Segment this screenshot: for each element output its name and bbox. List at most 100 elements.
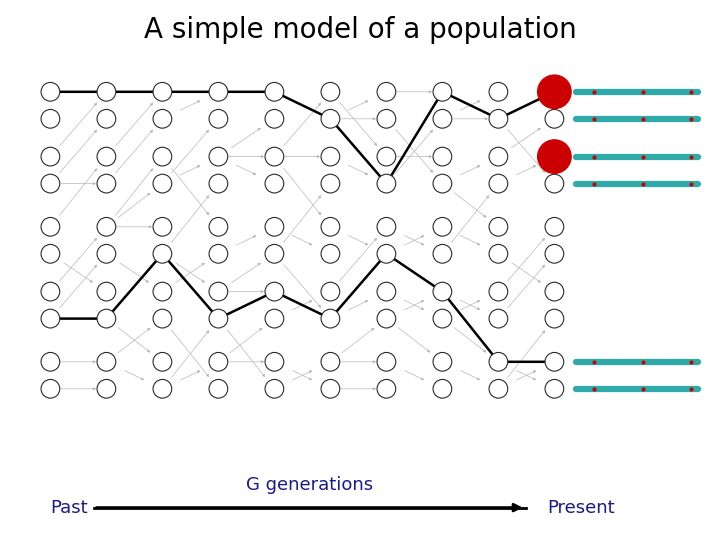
Ellipse shape — [377, 174, 396, 193]
Ellipse shape — [209, 110, 228, 128]
Ellipse shape — [489, 245, 508, 263]
Ellipse shape — [41, 380, 60, 398]
Ellipse shape — [265, 218, 284, 236]
Ellipse shape — [489, 218, 508, 236]
Ellipse shape — [41, 245, 60, 263]
Ellipse shape — [153, 309, 172, 328]
Ellipse shape — [433, 380, 451, 398]
Ellipse shape — [377, 218, 396, 236]
Ellipse shape — [97, 218, 116, 236]
Ellipse shape — [321, 83, 340, 101]
Ellipse shape — [265, 110, 284, 128]
Ellipse shape — [377, 245, 396, 263]
Ellipse shape — [97, 282, 116, 301]
Ellipse shape — [153, 83, 172, 101]
Ellipse shape — [538, 140, 571, 173]
Ellipse shape — [377, 110, 396, 128]
Ellipse shape — [209, 353, 228, 371]
Ellipse shape — [489, 83, 508, 101]
Ellipse shape — [377, 309, 396, 328]
Text: Past: Past — [50, 498, 88, 517]
Ellipse shape — [321, 218, 340, 236]
Ellipse shape — [265, 282, 284, 301]
Ellipse shape — [321, 380, 340, 398]
Ellipse shape — [265, 353, 284, 371]
Ellipse shape — [489, 147, 508, 166]
Ellipse shape — [545, 245, 564, 263]
Ellipse shape — [209, 309, 228, 328]
Ellipse shape — [265, 83, 284, 101]
Text: A simple model of a population: A simple model of a population — [143, 16, 577, 44]
Text: Present: Present — [547, 498, 615, 517]
Ellipse shape — [209, 147, 228, 166]
Ellipse shape — [489, 110, 508, 128]
Ellipse shape — [153, 174, 172, 193]
Ellipse shape — [265, 174, 284, 193]
Ellipse shape — [209, 218, 228, 236]
Ellipse shape — [545, 218, 564, 236]
Ellipse shape — [41, 218, 60, 236]
Ellipse shape — [153, 147, 172, 166]
Ellipse shape — [433, 174, 451, 193]
Ellipse shape — [545, 147, 564, 166]
Ellipse shape — [153, 282, 172, 301]
Ellipse shape — [41, 309, 60, 328]
Ellipse shape — [97, 380, 116, 398]
Ellipse shape — [153, 245, 172, 263]
Ellipse shape — [265, 309, 284, 328]
Ellipse shape — [321, 147, 340, 166]
Ellipse shape — [377, 353, 396, 371]
Ellipse shape — [265, 245, 284, 263]
Ellipse shape — [153, 110, 172, 128]
Ellipse shape — [41, 353, 60, 371]
Ellipse shape — [97, 110, 116, 128]
Ellipse shape — [153, 218, 172, 236]
Ellipse shape — [489, 174, 508, 193]
Ellipse shape — [545, 353, 564, 371]
Ellipse shape — [209, 174, 228, 193]
Ellipse shape — [433, 245, 451, 263]
Ellipse shape — [377, 282, 396, 301]
Ellipse shape — [153, 353, 172, 371]
Ellipse shape — [545, 282, 564, 301]
Ellipse shape — [97, 174, 116, 193]
Ellipse shape — [377, 380, 396, 398]
Ellipse shape — [97, 245, 116, 263]
Ellipse shape — [377, 83, 396, 101]
Ellipse shape — [489, 309, 508, 328]
Ellipse shape — [321, 174, 340, 193]
Ellipse shape — [538, 75, 571, 109]
Ellipse shape — [41, 147, 60, 166]
Ellipse shape — [209, 282, 228, 301]
Ellipse shape — [41, 282, 60, 301]
Ellipse shape — [321, 309, 340, 328]
Ellipse shape — [545, 83, 564, 101]
Ellipse shape — [433, 282, 451, 301]
Ellipse shape — [41, 83, 60, 101]
Ellipse shape — [97, 353, 116, 371]
Ellipse shape — [489, 282, 508, 301]
Ellipse shape — [97, 83, 116, 101]
Ellipse shape — [321, 353, 340, 371]
Ellipse shape — [321, 282, 340, 301]
Ellipse shape — [545, 380, 564, 398]
Ellipse shape — [433, 218, 451, 236]
Ellipse shape — [433, 83, 451, 101]
Ellipse shape — [489, 380, 508, 398]
Ellipse shape — [489, 353, 508, 371]
Ellipse shape — [97, 309, 116, 328]
Text: G generations: G generations — [246, 476, 373, 494]
Ellipse shape — [97, 147, 116, 166]
Ellipse shape — [545, 110, 564, 128]
Ellipse shape — [377, 147, 396, 166]
Ellipse shape — [209, 245, 228, 263]
Ellipse shape — [209, 83, 228, 101]
Ellipse shape — [545, 174, 564, 193]
Ellipse shape — [41, 174, 60, 193]
Ellipse shape — [265, 380, 284, 398]
Ellipse shape — [433, 110, 451, 128]
Ellipse shape — [321, 245, 340, 263]
Ellipse shape — [433, 309, 451, 328]
Ellipse shape — [265, 147, 284, 166]
Ellipse shape — [433, 147, 451, 166]
